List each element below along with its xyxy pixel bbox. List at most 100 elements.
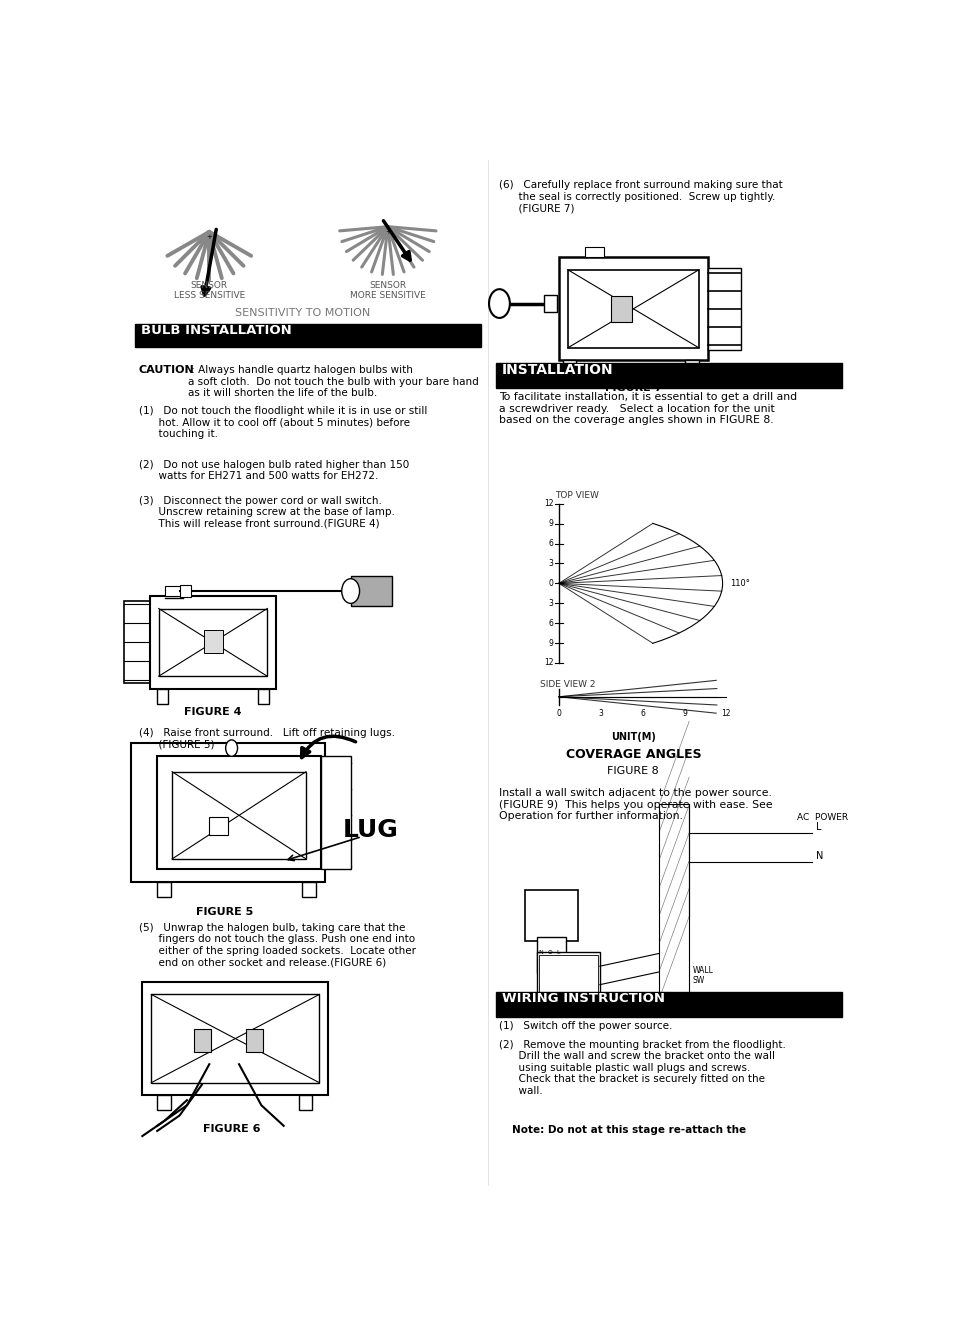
- Text: 3: 3: [598, 709, 603, 718]
- Text: (3)   Disconnect the power cord or wall switch.
      Unscrew retaining screw at: (3) Disconnect the power cord or wall sw…: [138, 496, 395, 529]
- Bar: [660, 804, 689, 998]
- Circle shape: [581, 978, 591, 993]
- Text: CAUTION: CAUTION: [138, 365, 194, 376]
- Text: BULB INSTALLATION: BULB INSTALLATION: [141, 324, 292, 337]
- Bar: [685, 360, 699, 376]
- Text: (2)   Remove the mounting bracket from the floodlight.
      Drill the wall and : (2) Remove the mounting bracket from the…: [499, 1040, 786, 1108]
- Text: 110°: 110°: [730, 579, 750, 588]
- Bar: [495, 992, 842, 1017]
- Bar: [559, 257, 708, 360]
- Bar: [134, 324, 481, 347]
- Bar: [563, 360, 576, 376]
- Text: AC  POWER: AC POWER: [797, 813, 849, 822]
- Circle shape: [489, 289, 510, 319]
- Text: SENSOR
MORE SENSITIVE: SENSOR MORE SENSITIVE: [350, 281, 425, 300]
- Circle shape: [567, 978, 578, 993]
- Bar: [257, 689, 269, 704]
- Bar: [302, 881, 316, 897]
- Bar: [321, 756, 350, 869]
- Bar: [132, 742, 324, 881]
- Text: FIGURE 8: FIGURE 8: [608, 765, 660, 776]
- Bar: [585, 247, 604, 257]
- Bar: [611, 296, 632, 321]
- Bar: [209, 817, 228, 836]
- Bar: [165, 587, 183, 596]
- Circle shape: [554, 961, 564, 974]
- Text: N  ⊙  L: N ⊙ L: [539, 950, 561, 956]
- Text: FIGURE 9: FIGURE 9: [556, 997, 613, 1006]
- Text: N: N: [816, 852, 823, 861]
- Text: L: L: [816, 822, 821, 832]
- Circle shape: [581, 961, 591, 974]
- Bar: [247, 1029, 263, 1052]
- Circle shape: [540, 961, 551, 974]
- Text: 9: 9: [549, 519, 554, 528]
- Text: WIRING INSTRUCTION: WIRING INSTRUCTION: [502, 992, 664, 1005]
- Text: 6: 6: [549, 619, 554, 628]
- Bar: [495, 363, 842, 388]
- Text: 12: 12: [544, 659, 554, 668]
- Text: 0: 0: [557, 709, 562, 718]
- Bar: [708, 268, 741, 349]
- Text: Install a wall switch adjacent to the power source.
(FIGURE 9)  This helps you o: Install a wall switch adjacent to the po…: [499, 788, 773, 821]
- Text: 12: 12: [544, 500, 554, 508]
- Bar: [568, 269, 699, 348]
- Text: (5)   Unwrap the halogen bulb, taking care that the
      fingers do not touch t: (5) Unwrap the halogen bulb, taking care…: [138, 922, 416, 968]
- Text: (4)   Raise front surround.   Lift off retaining lugs.
      (FIGURE 5): (4) Raise front surround. Lift off retai…: [138, 728, 395, 749]
- Text: SENSITIVITY TO MOTION: SENSITIVITY TO MOTION: [234, 308, 370, 317]
- Bar: [172, 772, 306, 858]
- Text: 6: 6: [549, 539, 554, 548]
- Circle shape: [226, 740, 237, 756]
- Text: 0: 0: [549, 579, 554, 588]
- Text: (2)   Do not use halogen bulb rated higher than 150
      watts for EH271 and 50: (2) Do not use halogen bulb rated higher…: [138, 460, 409, 481]
- Bar: [158, 608, 267, 676]
- Circle shape: [567, 961, 578, 974]
- Text: 9: 9: [549, 639, 554, 648]
- Bar: [537, 937, 566, 973]
- Text: UNIT(M): UNIT(M): [611, 732, 656, 741]
- Text: FIGURE 4: FIGURE 4: [184, 706, 242, 717]
- Bar: [539, 956, 598, 996]
- Bar: [204, 631, 223, 653]
- Bar: [157, 689, 168, 704]
- Circle shape: [554, 978, 564, 993]
- Bar: [157, 756, 321, 869]
- Text: To facilitate installation, it is essential to get a drill and
a screwdriver rea: To facilitate installation, it is essent…: [499, 392, 798, 425]
- Text: 3: 3: [549, 559, 554, 568]
- Text: +: +: [206, 233, 212, 240]
- Text: : Always handle quartz halogen bulbs with
a soft cloth.  Do not touch the bulb w: : Always handle quartz halogen bulbs wit…: [188, 365, 479, 399]
- Text: FIGURE 5: FIGURE 5: [196, 908, 252, 917]
- Text: FIGURE 7: FIGURE 7: [605, 383, 662, 393]
- Text: +: +: [385, 229, 391, 235]
- Text: WALL
SW: WALL SW: [693, 965, 713, 985]
- Circle shape: [540, 978, 551, 993]
- Bar: [124, 601, 152, 684]
- Bar: [544, 296, 558, 312]
- Text: INSTALLATION: INSTALLATION: [502, 363, 613, 377]
- Bar: [150, 596, 276, 689]
- Text: 9: 9: [682, 709, 687, 718]
- Text: FIGURE 6: FIGURE 6: [203, 1124, 260, 1134]
- Text: COVERAGE ANGLES: COVERAGE ANGLES: [565, 748, 701, 761]
- Bar: [142, 982, 328, 1094]
- Text: FIGURE 3: FIGURE 3: [272, 327, 333, 339]
- Bar: [157, 1094, 171, 1110]
- Text: LUG: LUG: [344, 818, 399, 842]
- Bar: [152, 994, 320, 1082]
- Bar: [194, 1029, 211, 1052]
- Bar: [537, 952, 600, 998]
- Bar: [350, 576, 392, 607]
- Text: (1)   Switch off the power source.: (1) Switch off the power source.: [499, 1021, 673, 1032]
- Text: 12: 12: [722, 709, 732, 718]
- Bar: [180, 585, 191, 597]
- Text: 3: 3: [549, 599, 554, 608]
- Bar: [525, 889, 578, 941]
- Text: SENSOR
LESS SENSITIVE: SENSOR LESS SENSITIVE: [174, 281, 245, 300]
- Bar: [299, 1094, 312, 1110]
- Text: Note: Do not at this stage re-attach the: Note: Do not at this stage re-attach the: [512, 1125, 746, 1134]
- Bar: [157, 881, 171, 897]
- Circle shape: [342, 579, 360, 604]
- Text: TOP VIEW: TOP VIEW: [555, 492, 599, 500]
- Text: (6)   Carefully replace front surround making sure that
      the seal is correc: (6) Carefully replace front surround mak…: [499, 180, 783, 213]
- Text: SIDE VIEW 2: SIDE VIEW 2: [540, 680, 596, 689]
